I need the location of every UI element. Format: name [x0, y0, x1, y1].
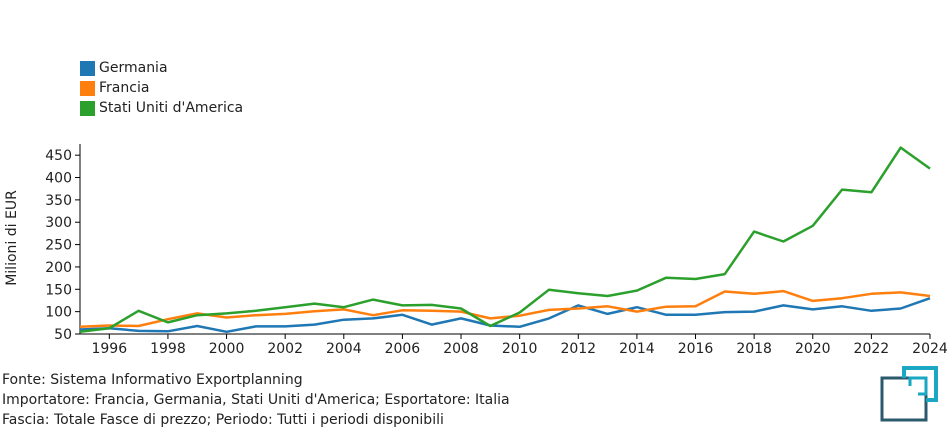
x-tick-label: 2000 — [209, 341, 245, 357]
x-tick-label: 2010 — [502, 341, 538, 357]
y-tick-label: 150 — [45, 282, 72, 298]
legend-swatch-usa — [80, 100, 95, 116]
exportplanning-logo-icon — [880, 366, 938, 422]
chart-legend: Germania Francia Stati Uniti d'America — [80, 58, 243, 118]
y-tick-label: 100 — [45, 305, 72, 321]
legend-swatch-francia — [80, 80, 95, 96]
x-tick-label: 2020 — [795, 341, 831, 357]
x-tick-label: 2024 — [912, 341, 948, 357]
legend-label-usa: Stati Uniti d'America — [99, 100, 244, 116]
x-tick-label: 2008 — [443, 341, 479, 357]
y-tick-label: 400 — [45, 171, 72, 187]
y-tick-label: 450 — [45, 148, 72, 164]
y-tick-label: 350 — [45, 193, 72, 209]
x-tick-label: 2012 — [560, 341, 596, 357]
x-tick-label: 2006 — [385, 341, 421, 357]
x-tick-label: 2022 — [854, 341, 890, 357]
legend-swatch-germania — [80, 60, 95, 76]
chart-axes: 50 100 150 200 250 300 350 400 450 1996 1998 2000 20… — [45, 144, 948, 357]
series-line-germania[interactable] — [79, 297, 931, 334]
x-tick-label: 2014 — [619, 341, 655, 357]
legend-label-germania: Germania — [99, 60, 168, 76]
series-line-francia[interactable] — [79, 289, 931, 329]
footer-range: Fascia: Totale Fasce di prezzo; Periodo:… — [2, 412, 444, 428]
series-line-usa[interactable] — [79, 146, 931, 334]
y-tick-label: 50 — [54, 327, 72, 343]
legend-item-francia[interactable]: Francia — [80, 78, 243, 98]
x-tick-label: 1996 — [91, 341, 127, 357]
footer-importer: Importatore: Francia, Germania, Stati Un… — [2, 392, 510, 408]
x-tick-label: 2002 — [267, 341, 303, 357]
legend-item-germania[interactable]: Germania — [80, 58, 243, 78]
y-axis-label: Milioni di EUR — [4, 190, 20, 286]
x-tick-label: 2018 — [736, 341, 772, 357]
legend-item-usa[interactable]: Stati Uniti d'America — [80, 98, 243, 118]
footer-source: Fonte: Sistema Informativo Exportplannin… — [2, 372, 303, 388]
y-tick-label: 250 — [45, 238, 72, 254]
chart-footer: Fonte: Sistema Informativo Exportplannin… — [2, 370, 510, 430]
legend-label-francia: Francia — [99, 80, 150, 96]
chart-series-lines — [79, 146, 931, 334]
line-chart: 50 100 150 200 250 300 350 400 450 1996 1998 2000 20… — [4, 144, 948, 357]
y-tick-label: 200 — [45, 260, 72, 276]
x-tick-label: 1998 — [150, 341, 186, 357]
x-tick-label: 2016 — [678, 341, 714, 357]
x-tick-label: 2004 — [326, 341, 362, 357]
y-tick-label: 300 — [45, 215, 72, 231]
